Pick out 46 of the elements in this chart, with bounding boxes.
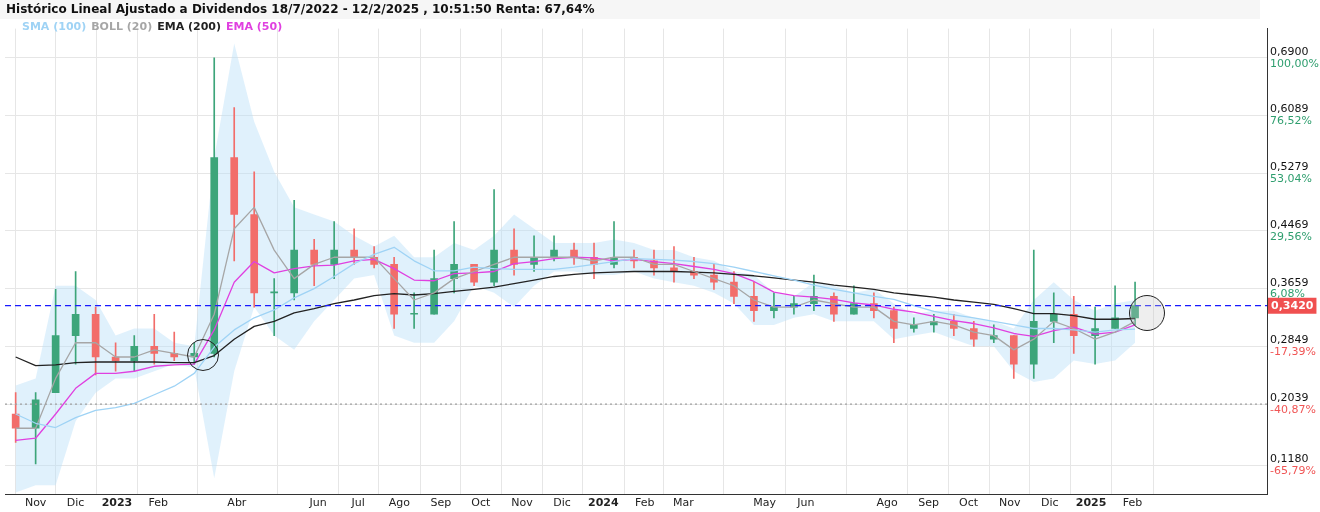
x-tick-label: Nov [24, 496, 47, 510]
x-tick-label: Oct [958, 496, 979, 510]
y-tick-label: 0,3659 [1270, 275, 1309, 289]
text: SMA (100) [22, 20, 87, 33]
y2-tick-label: 29,56% [1270, 229, 1312, 243]
x-tick-label: Feb [148, 496, 168, 510]
y-tick-label: 0,4469 [1270, 217, 1309, 231]
x-tick-label: Mar [672, 496, 695, 510]
y2-tick-label: -65,79% [1270, 464, 1316, 478]
x-tick-label: Dic [66, 496, 85, 510]
ref-line-label: 0,3420 [1271, 299, 1314, 313]
y2-tick-label: 76,52% [1270, 114, 1312, 128]
y2-tick-label: 6,08% [1270, 287, 1305, 301]
x-tick-label: Nov [999, 496, 1022, 510]
chart-title: Histórico Lineal Ajustado a Dividendos 18/7/2022 - 12/2/2025 , 10:51:50 Renta: 67,64% [0, 0, 1260, 19]
text: EMA (200) [157, 20, 222, 33]
x-tick-label: Ago [876, 496, 899, 510]
y-tick-label: 0,5279 [1270, 160, 1309, 174]
y-tick-label: 0,6089 [1270, 102, 1309, 116]
text: EMA (50) [226, 20, 283, 33]
y-tick-label: 0,2039 [1270, 390, 1309, 404]
x-tick-label: 2025 [1075, 496, 1107, 510]
y2-tick-label: 100,00% [1270, 56, 1319, 70]
y-tick-label: 0,2849 [1270, 333, 1309, 347]
x-tick-label: Nov [511, 496, 534, 510]
y2-tick-label: -17,39% [1270, 345, 1316, 359]
x-tick-label: 2024 [588, 496, 619, 510]
x-tick-label: Ago [388, 496, 411, 510]
x-tick-label: Jun [308, 496, 327, 510]
x-tick-label: Jul [350, 496, 365, 510]
x-tick-label: Abr [227, 496, 247, 510]
y2-tick-label: -40,87% [1270, 402, 1316, 416]
x-tick-label: Jun [796, 496, 815, 510]
x-tick-label: May [753, 496, 777, 510]
x-tick-label: Dic [553, 496, 571, 510]
x-tick-label: Sep [430, 496, 452, 510]
text: BOLL (20) [91, 20, 153, 33]
x-tick-label: Feb [634, 496, 655, 510]
x-tick-label: Dic [1040, 496, 1059, 510]
x-tick-label: Oct [471, 496, 491, 510]
x-tick-label: Feb [1122, 496, 1143, 510]
x-tick-label: 2023 [101, 496, 133, 510]
y2-tick-label: 53,04% [1270, 172, 1312, 186]
y-tick-label: 0,1180 [1270, 452, 1309, 466]
y-tick-label: 0,6900 [1270, 44, 1309, 58]
x-tick-label: Sep [918, 496, 939, 510]
